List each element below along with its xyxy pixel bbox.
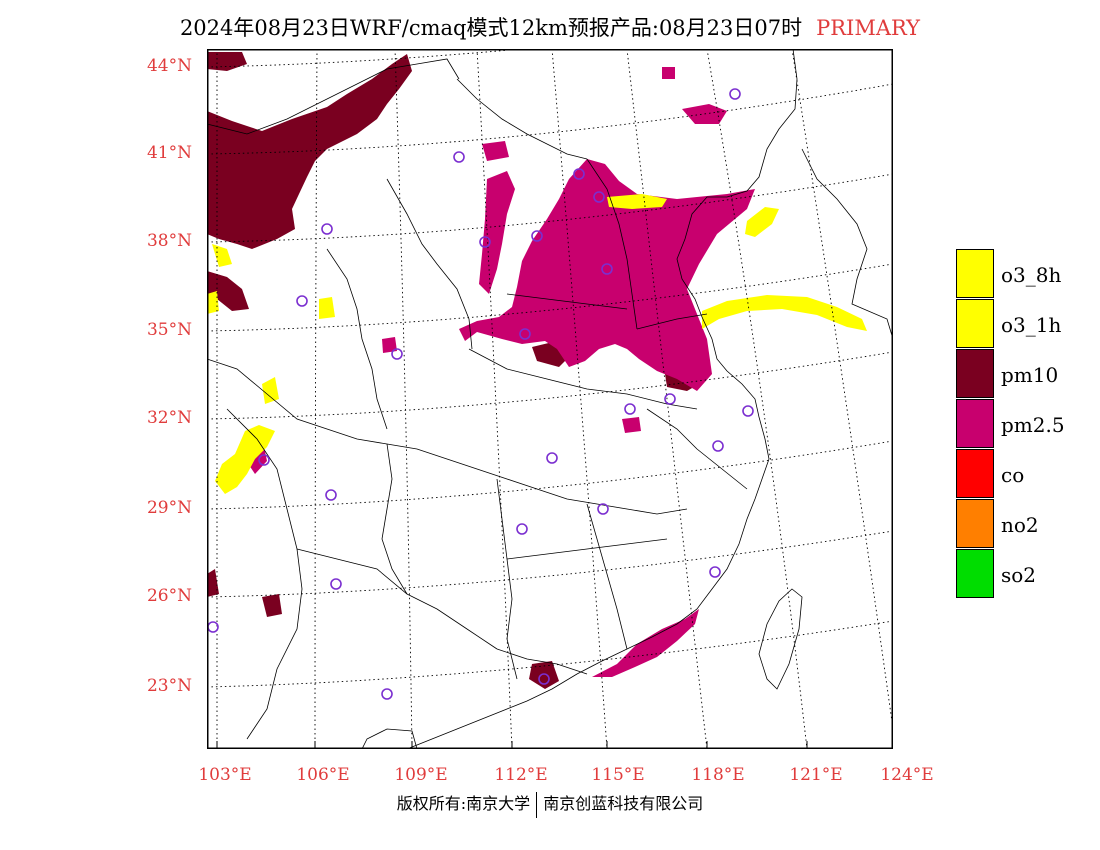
axis-ticks	[216, 741, 808, 749]
station-marker	[453, 151, 465, 163]
taiwan-outline	[758, 588, 803, 690]
station-marker	[597, 503, 609, 515]
station-marker	[538, 673, 550, 685]
lat-label-41n: 41°N	[146, 143, 192, 163]
station-marker	[742, 405, 754, 417]
map-panel	[207, 49, 893, 749]
pm10-regions	[207, 52, 699, 689]
station-marker	[479, 236, 491, 248]
pollution-map	[207, 49, 893, 749]
legend-swatch	[956, 399, 994, 448]
lon-label-103e: 103°E	[198, 765, 252, 785]
o3-region-yellow-sea	[702, 295, 867, 331]
lon-label-121e: 121°E	[789, 765, 843, 785]
lon-label-109e: 109°E	[394, 765, 448, 785]
legend-swatch	[956, 449, 994, 498]
station-marker	[709, 566, 721, 578]
legend-label: o3_1h	[1001, 313, 1062, 337]
station-marker	[729, 88, 741, 100]
korea-coast	[801, 148, 893, 340]
copyright-footer: 版权所有:南京大学 南京创蓝科技有限公司	[0, 790, 1100, 818]
station-marker	[624, 403, 636, 415]
o3-region-sichuan	[215, 425, 275, 494]
station-marker	[381, 688, 393, 700]
copyright-right: 南京创蓝科技有限公司	[543, 794, 704, 813]
lat-label-38n: 38°N	[146, 231, 192, 251]
station-marker	[519, 328, 531, 340]
lon-label-124e: 124°E	[880, 765, 934, 785]
station-marker	[664, 393, 676, 405]
o3-region-liaoning-coast	[745, 207, 779, 237]
map-frame	[207, 49, 893, 749]
pm25-region-shanxi	[479, 171, 515, 294]
station-marker	[531, 230, 543, 242]
station-marker	[330, 578, 342, 590]
station-marker	[321, 223, 333, 235]
station-markers	[207, 88, 754, 700]
copyright-left: 版权所有:南京大学	[396, 794, 531, 813]
legend-swatch	[956, 299, 994, 348]
pm10-region-topleft	[207, 52, 247, 71]
title-main: 2024年08月23日WRF/cmaq模式12km预报产品:08月23日07时	[179, 16, 803, 40]
lat-label-32n: 32°N	[146, 408, 192, 428]
station-marker	[573, 168, 585, 180]
station-marker	[207, 621, 219, 633]
lon-label-112e: 112°E	[494, 765, 548, 785]
station-marker	[712, 440, 724, 452]
lat-label-23n: 23°N	[146, 676, 192, 696]
lat-label-44n: 44°N	[146, 56, 192, 76]
station-marker	[516, 523, 528, 535]
graticule	[207, 49, 893, 749]
station-marker	[601, 263, 613, 275]
legend-label: no2	[1001, 513, 1039, 537]
station-marker	[593, 191, 605, 203]
station-marker	[546, 452, 558, 464]
station-marker	[325, 489, 337, 501]
coastline	[406, 49, 798, 749]
pm25-region-guangdong	[592, 609, 699, 677]
lat-label-35n: 35°N	[146, 320, 192, 340]
copyright-divider	[536, 791, 538, 818]
lat-label-26n: 26°N	[146, 586, 192, 606]
legend-label: pm10	[1001, 363, 1059, 387]
hainan-outline	[361, 728, 418, 749]
pm10-region-west	[207, 271, 249, 311]
legend-swatch	[956, 249, 994, 298]
legend-swatch	[956, 349, 994, 398]
o3-regions	[207, 194, 867, 494]
map-title: 2024年08月23日WRF/cmaq模式12km预报产品:08月23日07时 P…	[0, 12, 1100, 42]
title-primary-tag: PRIMARY	[816, 16, 921, 40]
pm25-region-north-china-plain	[459, 159, 755, 391]
legend-label: so2	[1001, 563, 1037, 587]
pm10-region-northwest	[207, 54, 412, 249]
legend-swatch	[956, 499, 994, 548]
lat-label-29n: 29°N	[146, 498, 192, 518]
lon-label-115e: 115°E	[591, 765, 645, 785]
legend-label: co	[1001, 463, 1025, 487]
legend-label: o3_8h	[1001, 263, 1062, 287]
lon-label-106e: 106°E	[296, 765, 350, 785]
o3-region-bohai-north	[607, 194, 667, 209]
legend-label: pm2.5	[1001, 413, 1065, 437]
legend-swatch	[956, 549, 994, 598]
station-marker	[258, 454, 270, 466]
pm25-regions	[245, 67, 755, 677]
lon-label-118e: 118°E	[691, 765, 745, 785]
station-marker	[391, 348, 403, 360]
station-marker	[296, 295, 308, 307]
